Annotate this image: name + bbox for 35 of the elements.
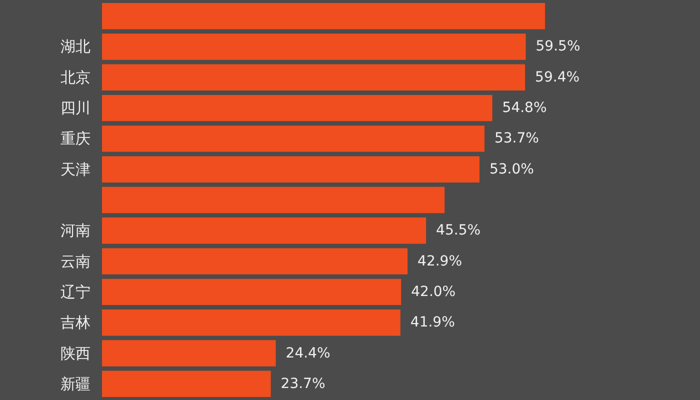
data-label: 41.9% bbox=[410, 314, 455, 331]
bar bbox=[102, 370, 271, 398]
data-label: 24.4% bbox=[286, 345, 330, 362]
y-tick-label: 河南 bbox=[60, 222, 90, 240]
data-label: 53.0% bbox=[489, 161, 534, 178]
bar bbox=[102, 248, 408, 274]
bar bbox=[102, 156, 480, 182]
y-tick-label: 陕西 bbox=[60, 344, 90, 362]
y-tick-label: 新疆 bbox=[60, 374, 90, 393]
y-tick-label: 北京 bbox=[60, 68, 90, 86]
y-tick-label: 四川 bbox=[60, 99, 90, 118]
bar bbox=[102, 94, 492, 122]
y-tick-label: 重庆 bbox=[60, 130, 90, 148]
data-label: 54.8% bbox=[502, 100, 547, 116]
data-label: 59.5% bbox=[536, 38, 580, 55]
data-label: 59.4% bbox=[535, 69, 580, 86]
bar bbox=[102, 310, 400, 336]
bar bbox=[102, 64, 526, 90]
y-tick-label: 云南 bbox=[60, 252, 90, 270]
y-tick-label: 吉林 bbox=[60, 314, 90, 332]
bar bbox=[102, 218, 426, 244]
data-label: 42.0% bbox=[411, 284, 456, 300]
y-tick-label: 辽宁 bbox=[60, 282, 90, 301]
bar bbox=[102, 186, 445, 214]
bar bbox=[102, 126, 484, 152]
data-label: 42.9% bbox=[418, 253, 462, 270]
y-tick-label: 湖北 bbox=[60, 38, 90, 56]
bar bbox=[102, 34, 526, 60]
data-label: 53.7% bbox=[494, 130, 539, 147]
y-tick-label: 天津 bbox=[60, 160, 90, 178]
data-label: 23.7% bbox=[280, 376, 326, 392]
data-label: 45.5% bbox=[436, 222, 481, 239]
bar bbox=[102, 278, 402, 306]
bar bbox=[102, 340, 276, 366]
bar bbox=[102, 2, 545, 30]
